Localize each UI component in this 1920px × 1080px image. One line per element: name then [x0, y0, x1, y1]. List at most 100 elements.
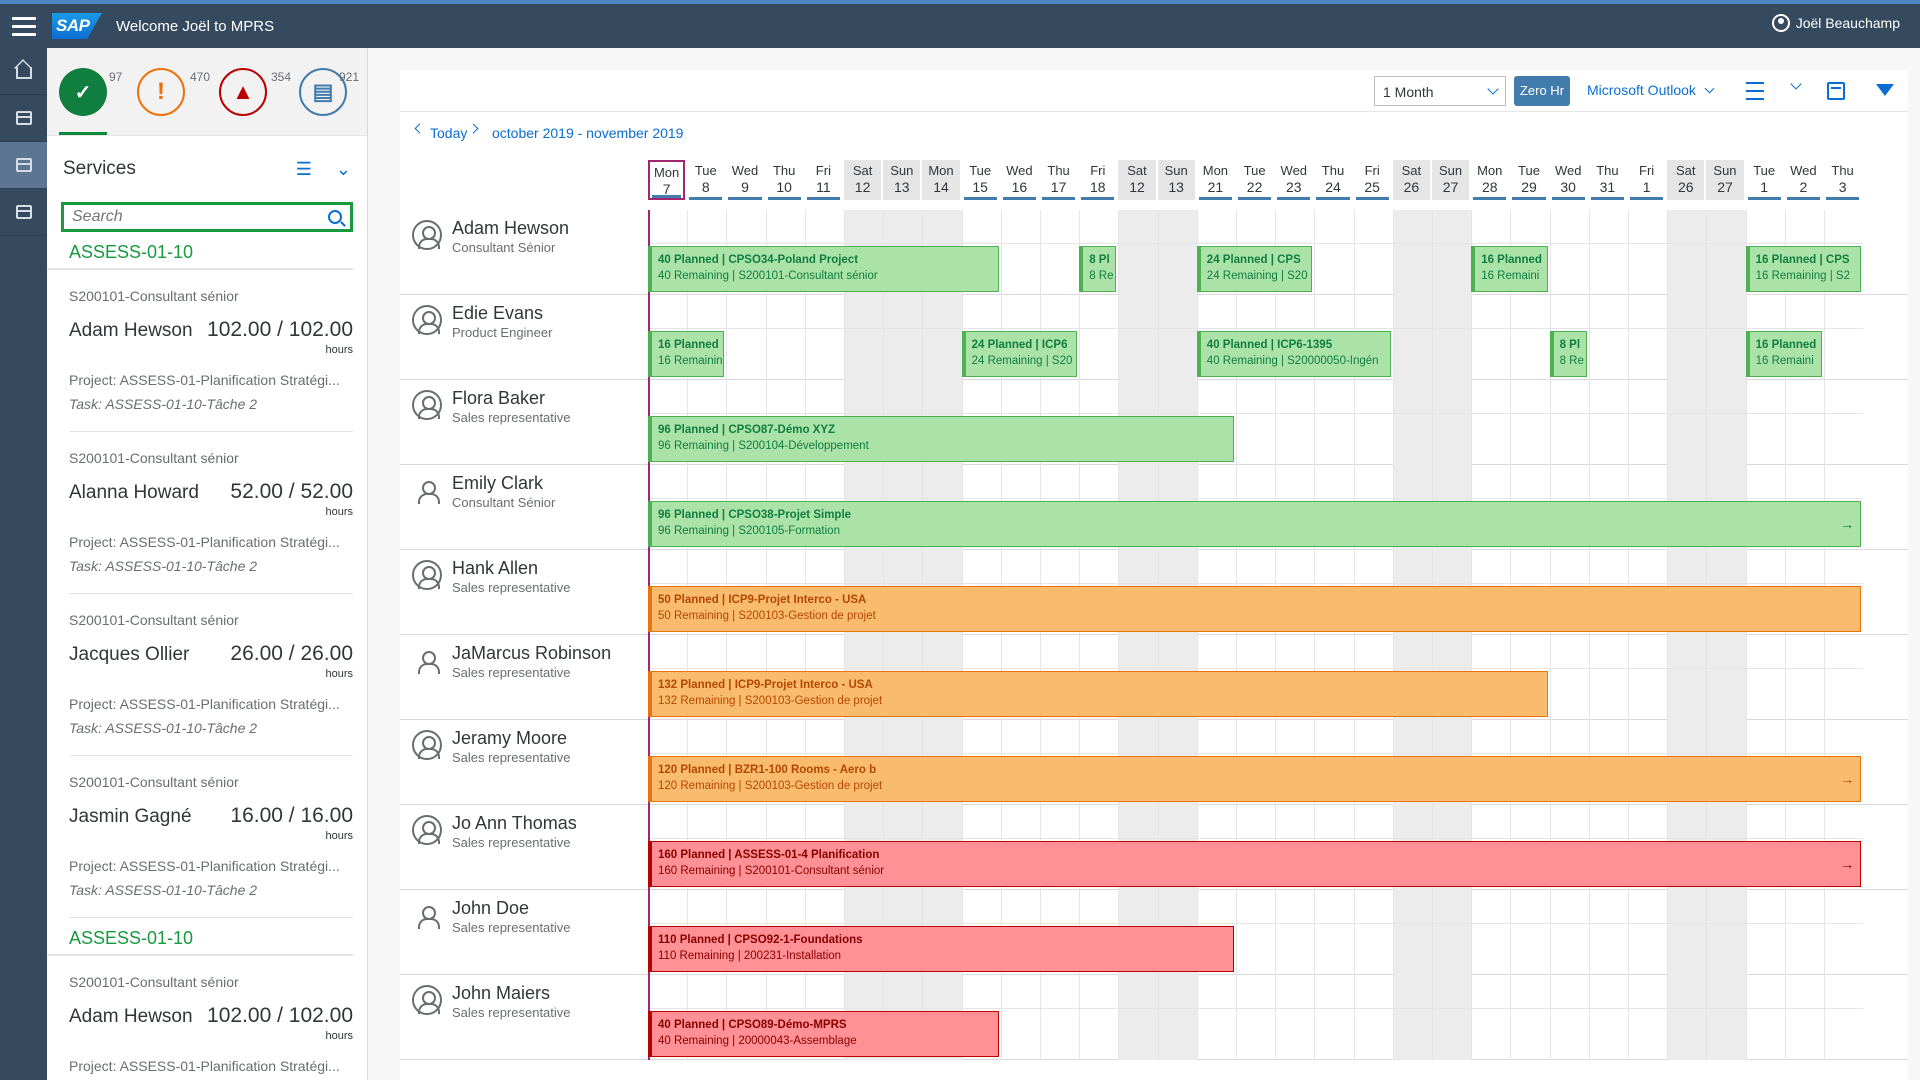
list-view-icon[interactable]: ☰	[295, 158, 312, 179]
day-cell[interactable]	[1432, 380, 1472, 465]
day-cell[interactable]	[1510, 975, 1550, 1060]
list-settings-icon[interactable]	[1746, 82, 1764, 100]
day-cell[interactable]	[1314, 975, 1354, 1060]
assignment-bar[interactable]: 16 Planned | CPS 16 Remaining | S2	[1745, 246, 1862, 292]
day-cell[interactable]	[1588, 975, 1628, 1060]
day-header[interactable]: Sat 12	[844, 160, 882, 200]
resource-name[interactable]: Edie Evans	[452, 303, 544, 323]
day-cell[interactable]	[1549, 890, 1589, 975]
day-cell[interactable]	[1588, 890, 1628, 975]
day-header[interactable]: Thu 31	[1589, 160, 1626, 200]
day-cell[interactable]	[1000, 975, 1040, 1060]
day-header[interactable]: Fri 25	[1354, 160, 1391, 200]
day-cell[interactable]	[1667, 380, 1707, 465]
day-cell[interactable]	[1706, 380, 1746, 465]
assignment-bar[interactable]: 16 Planned 16 Remaini	[1471, 246, 1548, 292]
assignment-bar[interactable]: 16 Planned 16 Remainin	[648, 331, 725, 377]
resource-name[interactable]: Flora Baker	[452, 388, 546, 408]
day-cell[interactable]	[1706, 890, 1746, 975]
day-cell[interactable]	[1824, 975, 1864, 1060]
day-cell[interactable]	[1275, 975, 1315, 1060]
day-cell[interactable]	[1432, 890, 1472, 975]
day-cell[interactable]	[1275, 380, 1315, 465]
day-cell[interactable]	[1667, 635, 1707, 720]
assignment-bar[interactable]: 50 Planned | ICP9-Projet Interco - USA 5…	[648, 586, 1862, 632]
assignment-bar[interactable]: 40 Planned | ICP6-1395 40 Remaining | S2…	[1196, 331, 1391, 377]
day-cell[interactable]	[1549, 210, 1589, 295]
day-cell[interactable]	[1392, 210, 1432, 295]
filter-clear-icon[interactable]	[1876, 84, 1894, 96]
day-cell[interactable]	[1549, 975, 1589, 1060]
day-cell[interactable]	[1392, 890, 1432, 975]
day-cell[interactable]	[883, 295, 923, 380]
day-cell[interactable]	[1824, 380, 1864, 465]
day-cell[interactable]	[1236, 890, 1276, 975]
resource-name[interactable]: Adam Hewson	[452, 218, 570, 238]
day-cell[interactable]	[1628, 210, 1668, 295]
chevron-left-icon[interactable]	[414, 123, 425, 134]
day-header[interactable]: Fri 18	[1079, 160, 1116, 200]
day-header[interactable]: Tue 29	[1510, 160, 1547, 200]
day-cell[interactable]	[1706, 295, 1746, 380]
day-header[interactable]: Thu 24	[1314, 160, 1351, 200]
service-group-title[interactable]: ASSESS-01-10	[47, 232, 353, 270]
day-header[interactable]: Sun 13	[1157, 160, 1195, 200]
day-cell[interactable]	[1549, 635, 1589, 720]
day-cell[interactable]	[1628, 890, 1668, 975]
day-cell[interactable]	[1784, 890, 1824, 975]
day-header[interactable]: Tue 1	[1746, 160, 1783, 200]
day-cell[interactable]	[1392, 380, 1432, 465]
service-card[interactable]: S200101-Consultant sénior Alanna Howard …	[69, 432, 353, 594]
day-cell[interactable]	[1588, 635, 1628, 720]
day-cell[interactable]	[1471, 975, 1511, 1060]
period-select[interactable]: 1 Month	[1374, 76, 1506, 106]
day-cell[interactable]	[1824, 890, 1864, 975]
day-cell[interactable]	[1353, 890, 1393, 975]
day-cell[interactable]	[1628, 295, 1668, 380]
day-cell[interactable]	[1157, 295, 1197, 380]
service-card[interactable]: S200101-Consultant sénior Jasmin Gagné 1…	[69, 756, 353, 918]
day-cell[interactable]	[1628, 635, 1668, 720]
search-input[interactable]	[72, 208, 302, 226]
resource-name[interactable]: Hank Allen	[452, 558, 539, 578]
day-cell[interactable]	[726, 295, 766, 380]
day-header[interactable]: Mon 21	[1197, 160, 1234, 200]
day-cell[interactable]	[1118, 210, 1158, 295]
day-header[interactable]: Wed 2	[1785, 160, 1822, 200]
kpi-warnings[interactable]: !	[137, 68, 185, 116]
day-cell[interactable]	[1000, 210, 1040, 295]
assignment-bar[interactable]: 24 Planned | ICP6 24 Remaining | S20	[961, 331, 1078, 377]
nav-calendar[interactable]	[0, 189, 47, 236]
day-header[interactable]: Wed 23	[1275, 160, 1312, 200]
chevron-down-icon[interactable]: ⌄	[335, 158, 351, 179]
day-cell[interactable]	[1392, 975, 1432, 1060]
day-cell[interactable]	[1706, 975, 1746, 1060]
day-cell[interactable]	[1510, 380, 1550, 465]
day-cell[interactable]	[1118, 295, 1158, 380]
resource-name[interactable]: John Maiers	[452, 983, 551, 1003]
chevron-right-icon[interactable]	[468, 123, 479, 134]
day-cell[interactable]	[1040, 210, 1080, 295]
arrow-right-icon[interactable]: →	[1840, 856, 1855, 872]
day-cell[interactable]	[1667, 890, 1707, 975]
day-cell[interactable]	[922, 295, 962, 380]
day-cell[interactable]	[1628, 380, 1668, 465]
assignment-bar[interactable]: 40 Planned | CPSO34-Poland Project 40 Re…	[648, 246, 999, 292]
assignment-bar[interactable]: 96 Planned | CPSO38-Projet Simple 96 Rem…	[648, 501, 1862, 547]
day-cell[interactable]	[844, 295, 884, 380]
day-cell[interactable]	[1392, 295, 1432, 380]
day-cell[interactable]	[1353, 380, 1393, 465]
day-header[interactable]: Fri 1	[1628, 160, 1665, 200]
day-header[interactable]: Sun 13	[883, 160, 921, 200]
day-header[interactable]: Mon 14	[922, 160, 960, 200]
day-cell[interactable]	[1432, 975, 1472, 1060]
day-cell[interactable]	[1196, 975, 1236, 1060]
day-cell[interactable]	[1157, 210, 1197, 295]
day-cell[interactable]	[1079, 975, 1119, 1060]
assignment-bar[interactable]: 40 Planned | CPSO89-Démo-MPRS 40 Remaini…	[648, 1011, 999, 1057]
search-icon[interactable]	[328, 210, 342, 224]
service-card[interactable]: S200101-Consultant sénior Adam Hewson 10…	[69, 956, 353, 1080]
day-header[interactable]: Sat 26	[1392, 160, 1430, 200]
day-header[interactable]: Thu 3	[1824, 160, 1861, 200]
assignment-bar[interactable]: 160 Planned | ASSESS-01-4 Planification …	[648, 841, 1862, 887]
